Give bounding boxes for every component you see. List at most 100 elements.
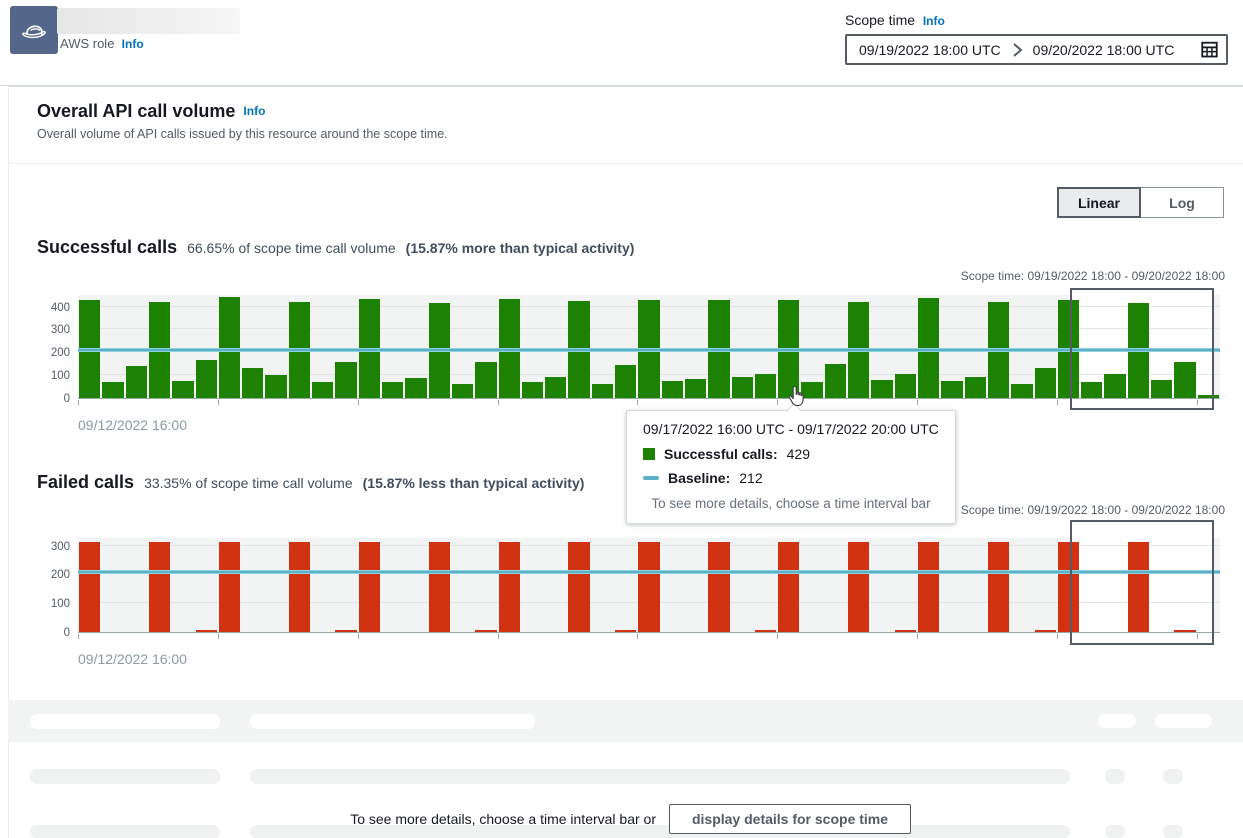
failed-calls-heading: Failed calls 33.35% of scope time call v… bbox=[37, 472, 585, 492]
tooltip-time-range: 09/17/2022 16:00 UTC - 09/17/2022 20:00 … bbox=[643, 421, 939, 437]
successful-calls-chart-bar[interactable] bbox=[801, 382, 823, 398]
failed-calls-chart-bar[interactable] bbox=[1057, 541, 1080, 632]
detective-hat-icon bbox=[10, 6, 58, 54]
successful-calls-chart-bar[interactable] bbox=[195, 359, 217, 398]
scope-time-range-input[interactable]: 09/19/2022 18:00 UTC 09/20/2022 18:00 UT… bbox=[845, 34, 1228, 65]
skeleton-row-cell bbox=[30, 769, 220, 784]
successful-calls-chart-bar[interactable] bbox=[451, 384, 474, 398]
panel-info-link[interactable]: Info bbox=[243, 104, 266, 118]
failed-calls-chart-bar[interactable] bbox=[754, 630, 777, 632]
successful-calls-chart-bar[interactable] bbox=[1197, 394, 1219, 398]
tooltip-series-label: Successful calls: bbox=[664, 446, 778, 462]
scope-time-group: Scope time Info 09/19/2022 18:00 UTC 09/… bbox=[845, 12, 1228, 65]
failed-calls-chart-bar[interactable] bbox=[918, 541, 940, 632]
x-axis-tick bbox=[1196, 400, 1198, 405]
failed-calls-chart-bar[interactable] bbox=[848, 541, 870, 632]
successful-calls-chart-bar[interactable] bbox=[941, 381, 963, 398]
y-axis-tick-label: 200 bbox=[50, 347, 70, 360]
successful-calls-chart-bar[interactable] bbox=[405, 377, 427, 398]
linear-toggle-button[interactable]: Linear bbox=[1057, 187, 1141, 218]
baseline-line bbox=[78, 569, 1220, 574]
failed-calls-chart-bar[interactable] bbox=[1174, 630, 1196, 632]
skeleton-header-cell bbox=[1155, 714, 1212, 728]
skeleton-table-header bbox=[8, 700, 1243, 742]
failed-calls-chart-bar[interactable] bbox=[195, 630, 217, 632]
x-axis-tick bbox=[497, 634, 499, 639]
successful-calls-chart-bar[interactable] bbox=[1151, 379, 1173, 398]
log-toggle-button[interactable]: Log bbox=[1141, 187, 1224, 218]
skeleton-header-cell bbox=[30, 714, 220, 729]
successful-calls-chart-bar[interactable] bbox=[1104, 374, 1126, 398]
successful-calls-chart-bar[interactable] bbox=[475, 361, 497, 398]
failed-calls-chart-bar[interactable] bbox=[894, 630, 916, 632]
successful-calls-chart-bar[interactable] bbox=[591, 383, 614, 398]
failed-calls-chart-bar[interactable] bbox=[335, 630, 357, 632]
successful-calls-chart-bar[interactable] bbox=[824, 363, 847, 398]
successful-calls-chart-bar[interactable] bbox=[312, 381, 334, 398]
skeleton-row-cell bbox=[250, 769, 1070, 784]
failed-calls-chart bbox=[78, 538, 1220, 633]
failed-calls-chart-bar[interactable] bbox=[218, 541, 241, 632]
y-axis-tick-label: 200 bbox=[50, 569, 70, 582]
successful-calls-chart-bar[interactable] bbox=[731, 376, 753, 398]
successful-calls-chart-bar[interactable] bbox=[684, 378, 707, 398]
successful-calls-chart-bar[interactable] bbox=[661, 381, 683, 398]
y-axis-tick-label: 100 bbox=[50, 598, 70, 611]
successful-calls-heading: Successful calls 66.65% of scope time ca… bbox=[37, 237, 635, 257]
successful-calls-chart-bar[interactable] bbox=[1174, 361, 1196, 398]
failed-calls-chart-bar[interactable] bbox=[987, 541, 1010, 632]
successful-calls-chart-bar[interactable] bbox=[242, 367, 264, 398]
successful-calls-chart-bar[interactable] bbox=[964, 377, 986, 398]
failed-calls-chart-bar[interactable] bbox=[148, 541, 171, 632]
successful-calls-chart-bar[interactable] bbox=[125, 366, 147, 398]
successful-calls-chart-bar[interactable] bbox=[1081, 381, 1103, 398]
failed-calls-chart-bar[interactable] bbox=[615, 630, 637, 632]
failed-calls-chart-bar[interactable] bbox=[1127, 541, 1150, 632]
successful-calls-chart-bar[interactable] bbox=[102, 381, 124, 398]
failed-calls-chart-bar[interactable] bbox=[428, 541, 450, 632]
successful-calls-chart-bar[interactable] bbox=[521, 381, 544, 398]
failed-calls-chart-bar[interactable] bbox=[79, 541, 101, 632]
successful-calls-chart-bar[interactable] bbox=[894, 374, 916, 398]
successful-calls-chart-bar[interactable] bbox=[335, 362, 357, 398]
scope-time-label: Scope time Info bbox=[845, 12, 945, 28]
x-axis-tick bbox=[78, 634, 79, 639]
failed-calls-chart-bar[interactable] bbox=[568, 541, 590, 632]
x-axis-tick bbox=[777, 634, 779, 639]
x-axis-tick bbox=[357, 634, 359, 639]
successful-calls-chart-bar[interactable] bbox=[381, 381, 404, 398]
failed-calls-chart-bar[interactable] bbox=[358, 541, 380, 632]
x-axis-start-label: 09/12/2022 16:00 bbox=[78, 417, 187, 433]
skeleton-row-cell bbox=[1105, 769, 1125, 784]
failed-calls-chart-bar[interactable] bbox=[475, 630, 497, 632]
successful-calls-chart-bar[interactable] bbox=[615, 365, 637, 398]
x-axis-tick bbox=[637, 400, 639, 405]
tooltip-footer-hint: To see more details, choose a time inter… bbox=[651, 496, 931, 511]
failed-calls-chart-bar[interactable] bbox=[498, 541, 520, 632]
chevron-right-icon bbox=[1011, 42, 1023, 57]
successful-calls-chart-bar[interactable] bbox=[871, 379, 893, 398]
calendar-icon[interactable] bbox=[1201, 41, 1218, 58]
successful-calls-chart-bar[interactable] bbox=[545, 377, 567, 398]
tooltip-baseline-label: Baseline: bbox=[668, 470, 731, 486]
failed-calls-chart-bar[interactable] bbox=[638, 541, 660, 632]
x-axis-start-label: 09/12/2022 16:00 bbox=[78, 651, 187, 667]
successful-calls-chart-bar[interactable] bbox=[172, 381, 194, 398]
y-axis-tick-label: 0 bbox=[63, 627, 70, 639]
successful-calls-chart-bar[interactable] bbox=[1011, 384, 1033, 398]
scale-toggle: Linear Log bbox=[1057, 187, 1224, 218]
successful-calls-chart-bar[interactable] bbox=[754, 374, 777, 398]
y-axis-tick-label: 400 bbox=[50, 301, 70, 314]
successful-calls-chart-bar[interactable] bbox=[265, 375, 287, 398]
display-details-button[interactable]: display details for scope time bbox=[669, 804, 911, 834]
aws-role-info-link[interactable]: Info bbox=[121, 37, 144, 51]
failed-calls-chart-bar[interactable] bbox=[1034, 630, 1056, 632]
failed-calls-chart-bar[interactable] bbox=[778, 541, 800, 632]
successful-calls-chart-bar[interactable] bbox=[1034, 368, 1056, 398]
scope-time-info-link[interactable]: Info bbox=[922, 14, 945, 28]
scope-start-value: 09/19/2022 18:00 UTC bbox=[859, 41, 1001, 58]
y-axis-tick-label: 100 bbox=[50, 370, 70, 383]
failed-calls-chart-bar[interactable] bbox=[288, 541, 311, 632]
failed-scope-caption: Scope time: 09/19/2022 18:00 - 09/20/202… bbox=[960, 503, 1225, 517]
failed-calls-chart-bar[interactable] bbox=[708, 541, 730, 632]
